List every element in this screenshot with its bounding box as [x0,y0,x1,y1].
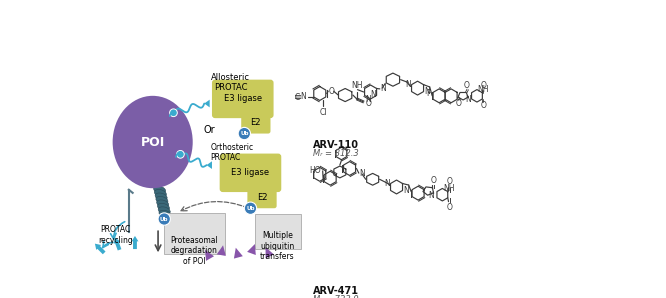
Ellipse shape [113,96,192,188]
FancyBboxPatch shape [247,187,276,208]
Text: Or: Or [204,125,216,135]
Text: Allosteric
PROTAC: Allosteric PROTAC [211,73,250,92]
Text: Ub: Ub [160,217,168,221]
Polygon shape [234,248,243,259]
Ellipse shape [155,190,166,197]
Ellipse shape [161,217,172,225]
Circle shape [244,202,256,214]
Text: O: O [446,177,452,186]
Ellipse shape [154,186,166,193]
Text: N: N [404,186,409,195]
Text: NH: NH [352,81,363,90]
Circle shape [238,127,250,140]
Text: Proteasomal
degradation
of POI: Proteasomal degradation of POI [170,236,218,266]
Circle shape [176,150,184,158]
FancyBboxPatch shape [165,213,225,254]
Text: Mᵣ = 812.3: Mᵣ = 812.3 [313,149,358,158]
FancyArrow shape [131,236,139,249]
Text: E3 ligase: E3 ligase [231,168,270,177]
Text: O: O [366,99,372,108]
Ellipse shape [157,203,169,211]
Text: N: N [380,84,386,93]
Text: F: F [426,89,431,98]
Polygon shape [216,245,226,256]
Circle shape [158,213,170,225]
Text: N: N [366,95,372,104]
Circle shape [170,109,177,117]
Text: Ub: Ub [240,131,248,136]
Text: PROTAC
recycling: PROTAC recycling [99,225,133,245]
Text: Orthosteric
PROTAC: Orthosteric PROTAC [210,143,254,162]
Text: N: N [405,80,411,89]
Polygon shape [204,100,210,107]
Text: O: O [328,87,334,96]
Text: N: N [428,191,434,200]
Text: Cl: Cl [320,108,327,117]
Text: O: O [464,81,470,90]
Ellipse shape [157,200,168,207]
Polygon shape [205,250,214,261]
FancyArrow shape [114,238,121,251]
FancyBboxPatch shape [241,112,270,134]
Text: E2: E2 [257,193,267,202]
Ellipse shape [155,193,167,200]
Text: N: N [466,95,471,104]
Text: Mᵣ = 723.9: Mᵣ = 723.9 [313,295,358,298]
FancyBboxPatch shape [220,153,281,192]
FancyBboxPatch shape [212,80,274,118]
Polygon shape [206,161,212,169]
Text: C: C [294,93,300,102]
Text: Ub: Ub [246,206,254,211]
Text: Multiple
ubiquitin
transfers: Multiple ubiquitin transfers [260,231,295,261]
Text: POI: POI [141,136,165,148]
Text: E3 ligase: E3 ligase [224,94,262,103]
Polygon shape [247,244,256,255]
Text: O: O [456,100,462,108]
FancyBboxPatch shape [255,214,300,249]
Text: N: N [384,179,390,188]
Text: NH: NH [443,184,455,193]
Text: ARV-110: ARV-110 [313,140,359,150]
Ellipse shape [159,210,171,218]
Text: O: O [480,101,486,110]
Text: O: O [446,203,452,212]
Text: ≡: ≡ [294,92,302,102]
Text: N: N [370,90,376,99]
Text: E2: E2 [250,118,261,127]
Text: O: O [480,81,486,90]
Polygon shape [266,247,274,258]
Ellipse shape [160,214,172,221]
Text: N: N [360,169,366,178]
Ellipse shape [159,207,170,214]
FancyArrow shape [95,244,105,254]
Text: HO: HO [309,166,320,176]
Text: N: N [424,87,430,96]
Ellipse shape [156,196,168,204]
Text: ARV-471: ARV-471 [313,286,359,297]
Text: N: N [300,92,306,102]
Text: O: O [430,176,436,185]
Text: NH: NH [478,85,490,94]
